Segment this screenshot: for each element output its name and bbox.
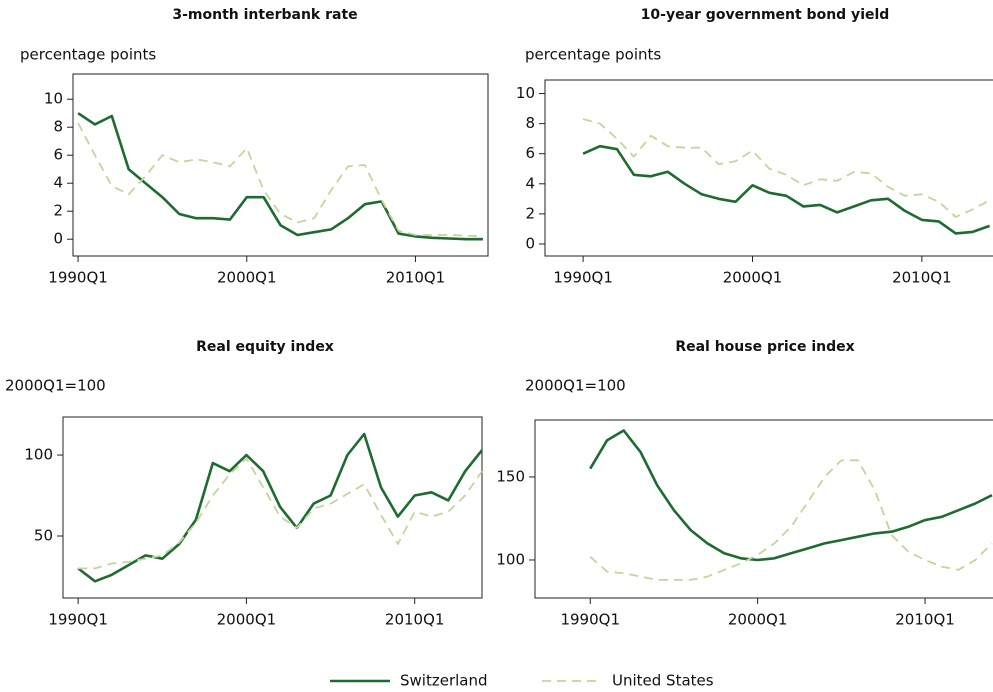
x-tick-label: 2010Q1 (895, 611, 955, 629)
y-tick-label: 100 (24, 446, 53, 464)
x-tick-label: 2000Q1 (723, 269, 783, 287)
y-tick-label: 50 (34, 526, 53, 544)
series-line (582, 118, 991, 218)
x-tick-label: 1990Q1 (553, 269, 613, 287)
x-tick-label: 2010Q1 (385, 611, 445, 629)
series-line (78, 457, 483, 570)
legend-label: United States (612, 672, 714, 690)
y-axis-label: 2000Q1=100 (5, 377, 106, 395)
x-tick-label: 2010Q1 (386, 269, 446, 287)
y-tick-label: 2 (53, 202, 63, 220)
x-tick-label: 2010Q1 (892, 269, 952, 287)
y-tick-label: 8 (525, 114, 535, 132)
y-tick-label: 6 (53, 146, 63, 164)
y-tick-label: 150 (496, 467, 525, 485)
series-line (589, 429, 993, 562)
x-tick-label: 1990Q1 (48, 611, 108, 629)
plot-frame (72, 73, 489, 257)
series-line (582, 144, 991, 235)
plot-frame (544, 79, 993, 257)
chart-title: Real house price index (675, 339, 854, 355)
series-line (77, 432, 484, 583)
x-tick-label: 2000Q1 (217, 269, 277, 287)
y-tick-label: 6 (525, 144, 535, 162)
y-tick-label: 10 (44, 90, 63, 108)
y-tick-label: 0 (53, 230, 63, 248)
legend-label: Switzerland (400, 672, 488, 690)
x-tick-label: 2000Q1 (728, 611, 788, 629)
x-tick-label: 2000Q1 (217, 611, 277, 629)
y-tick-label: 100 (496, 550, 525, 568)
y-tick-label: 4 (525, 174, 535, 192)
series-line (77, 122, 483, 238)
y-tick-label: 2 (525, 204, 535, 222)
chart-title: 10-year government bond yield (641, 7, 890, 23)
x-tick-label: 1990Q1 (48, 269, 108, 287)
y-axis-label: percentage points (20, 46, 156, 64)
x-tick-label: 1990Q1 (560, 611, 620, 629)
plot-frame (62, 416, 483, 599)
y-tick-label: 10 (516, 84, 535, 102)
y-tick-label: 0 (525, 234, 535, 252)
chart-title: 3-month interbank rate (172, 7, 357, 23)
y-tick-label: 4 (53, 174, 63, 192)
series-line (77, 112, 483, 241)
plot-frame (534, 419, 993, 599)
y-axis-label: 2000Q1=100 (525, 377, 626, 395)
y-axis-label: percentage points (525, 46, 661, 64)
chart-title: Real equity index (196, 339, 334, 355)
y-tick-label: 8 (53, 118, 63, 136)
